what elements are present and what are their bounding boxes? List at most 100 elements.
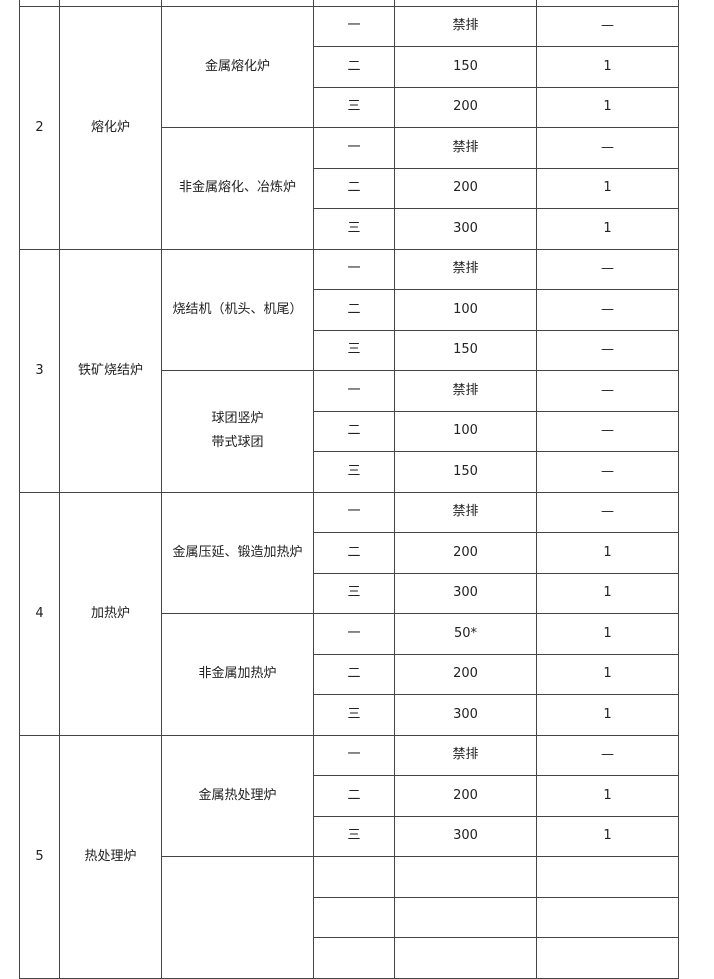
zone-class: 二 [313,775,395,817]
zone-class: 三 [313,208,395,250]
furnace-subtype: 球团竖炉 带式球团 [161,370,314,493]
emission-concentration: 300 [394,208,537,250]
blackness-level: — [536,410,679,452]
zone-class: 一 [313,734,395,776]
zone-class: 二 [313,653,395,695]
blackness-level: — [536,451,679,493]
table-row: 二 200 1 [20,775,679,817]
table-row: 三 300 1 [20,815,679,857]
emission-concentration: 禁排 [394,248,537,290]
zone-class: 三 [313,86,395,128]
zone-class [313,856,395,898]
furnace-subtype: 烧结机（机头、机尾） [161,248,314,371]
group-number: 2 [19,5,60,250]
table-row: 二 100— [20,289,679,331]
group-number: 5 [19,734,60,979]
zone-class: 二 [313,532,395,574]
zone-class [313,937,395,979]
zone-class [313,896,395,938]
emission-concentration [394,937,537,979]
table-row: 二 200 1 [20,532,679,574]
emission-concentration: 300 [394,572,537,614]
emission-concentration [394,896,537,938]
blackness-level: 1 [536,532,679,574]
zone-class: 三 [313,815,395,857]
zone-class: 三 [313,572,395,614]
blackness-level: 1 [536,815,679,857]
table-row: 5 热处理炉 金属热处理炉 一禁排 — [19,734,679,979]
blackness-level [536,896,679,938]
emission-concentration: 100 [394,410,537,452]
emission-concentration: 200 [394,532,537,574]
blackness-level: — [536,370,679,412]
zone-class: 三 [313,694,395,736]
furnace-type: 热处理炉 [59,734,162,979]
emission-concentration: 禁排 [394,491,537,533]
zone-class: 二 [313,167,395,209]
furnace-subtype [161,856,314,979]
subtype-line: 金属热处理炉 [198,787,277,803]
table-row: 二 200 1 [20,167,679,209]
blackness-level [536,856,679,898]
blackness-level: — [536,329,679,371]
emission-concentration: 100 [394,289,537,331]
group-number: 3 [19,248,60,493]
subtype-line: 球团竖炉 [211,411,264,427]
blackness-level: — [536,734,679,776]
emission-concentration: 禁排 [394,5,537,47]
subtype-line: 带式球团 [211,435,264,451]
zone-class: 一 [313,248,395,290]
emission-concentration: 300 [394,694,537,736]
blackness-level: 1 [536,613,679,655]
furnace-subtype: 非金属熔化、冶炼炉 [161,127,314,250]
furnace-type: 熔化炉 [59,5,162,250]
furnace-subtype: 金属压延、锻造加热炉 [161,491,314,614]
emission-concentration: 禁排 [394,734,537,776]
zone-class: 三 [313,451,395,493]
zone-class: 一 [313,613,395,655]
furnace-type: 铁矿烧结炉 [59,248,162,493]
zone-class: 一 [313,5,395,47]
table-row: 三 300 1 [20,694,679,736]
emission-concentration: 禁排 [394,370,537,412]
blackness-level: — [536,127,679,169]
emission-concentration: 150 [394,451,537,493]
emission-concentration [394,856,537,898]
table-row: 二 100— [20,410,679,452]
emission-concentration: 200 [394,167,537,209]
blackness-level: — [536,5,679,47]
subtype-line: 金属熔化炉 [204,58,270,74]
subtype-line: 烧结机（机头、机尾） [172,301,303,317]
furnace-type: 加热炉 [59,491,162,736]
furnace-subtype: 金属熔化炉 [161,5,314,128]
blackness-level [536,937,679,979]
table-row: 3 铁矿烧结炉 烧结机（机头、机尾）一禁排 — [19,248,679,493]
blackness-level: 1 [536,653,679,695]
blackness-level: 1 [536,775,679,817]
emission-concentration: 禁排 [394,127,537,169]
emission-concentration: 200 [394,775,537,817]
zone-class: 三 [313,329,395,371]
table-row: 三 300 1 [20,572,679,614]
table-row: 三 150— [20,451,679,493]
subtype-line: 非金属加热炉 [198,666,277,682]
table-row: 2 熔化炉 金属熔化炉一禁排 — [19,5,679,250]
emission-concentration: 150 [394,329,537,371]
blackness-level: 1 [536,208,679,250]
zone-class: 一 [313,127,395,169]
emission-concentration: 300 [394,815,537,857]
subtype-line: 非金属熔化、冶炼炉 [178,180,296,196]
zone-class: 二 [313,410,395,452]
zone-class: 一 [313,370,395,412]
blackness-level: — [536,491,679,533]
blackness-level: 1 [536,694,679,736]
emission-concentration: 50* [394,613,537,655]
zone-class: 二 [313,46,395,88]
blackness-level: 1 [536,46,679,88]
blackness-level: 1 [536,167,679,209]
emission-standards-table: 2 熔化炉 金属熔化炉一禁排 — 二 150 1 三 200 1 非金属熔化、冶炼炉一禁排 — 二 200… [19,0,679,979]
zone-class: 一 [313,491,395,533]
emission-concentration: 150 [394,46,537,88]
zone-class: 二 [313,289,395,331]
table-row: 二 150 1 [20,46,679,88]
